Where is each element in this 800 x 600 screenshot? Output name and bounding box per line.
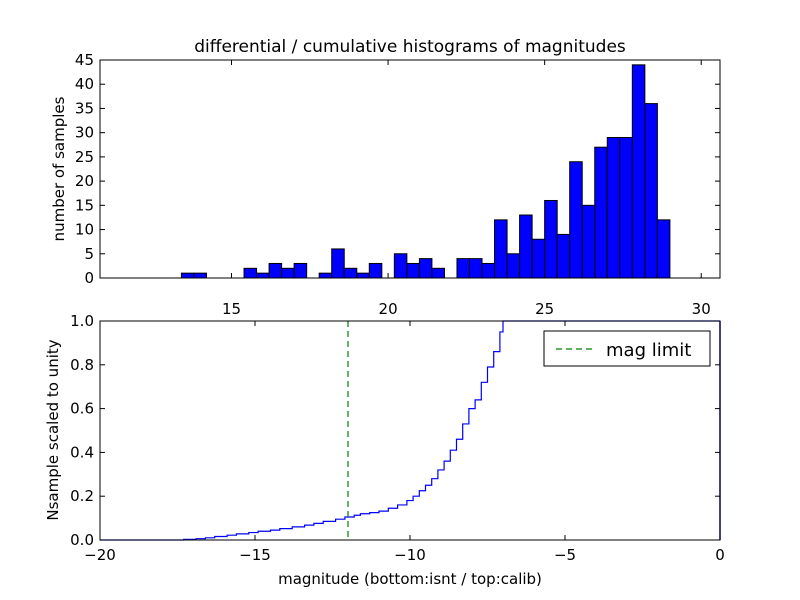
- histogram-y-tick-label: 40: [75, 75, 94, 93]
- histogram-bar: [519, 214, 533, 279]
- cumulative-y-tick-label: 0.6: [70, 400, 94, 418]
- histogram-y-tick-label: 35: [75, 99, 94, 117]
- histogram-bar: [293, 262, 308, 279]
- histogram-bar: [644, 103, 658, 279]
- histogram-bar: [569, 161, 583, 279]
- histogram-y-tick-label: 10: [75, 221, 94, 239]
- histogram-bar: [393, 253, 408, 279]
- histogram-bar: [506, 253, 521, 279]
- histogram-bar: [619, 137, 633, 279]
- histogram-ticks: 15 20 25 30 0 5 10 15 20 25 30 35 40 45: [75, 51, 720, 318]
- histogram-bar: [656, 219, 671, 279]
- histogram-bar: [468, 258, 483, 279]
- histogram-bar: [418, 258, 433, 279]
- histogram-bar: [494, 219, 508, 279]
- histogram-bar: [331, 248, 345, 279]
- cumulative-y-tick-label: 0.2: [70, 487, 94, 505]
- histogram-bar: [193, 272, 207, 279]
- histogram-bar: [631, 64, 646, 279]
- histogram-bar: [556, 233, 571, 279]
- histogram-bar: [318, 272, 333, 279]
- histogram-y-tick-label: 20: [75, 172, 94, 190]
- cumulative-plot-frame: [99, 320, 721, 541]
- histogram-bar: [281, 267, 295, 279]
- histogram-y-axis-label: number of samples: [50, 96, 68, 241]
- cumulative-x-tick-label: −5: [554, 546, 576, 564]
- cumulative-step-line: [100, 320, 720, 541]
- cumulative-x-tick-label: −15: [239, 546, 271, 564]
- histogram-bar: [531, 238, 546, 279]
- cumulative-x-tick-label: 0: [715, 546, 725, 564]
- cumulative-ticks: −20 −15 −10 −5 0 0.0 0.2 0.4 0.6 0.8 1.0: [70, 312, 725, 564]
- cumulative-x-tick-label: −10: [394, 546, 426, 564]
- legend: mag limit: [543, 330, 711, 367]
- histogram-y-tick-label: 30: [75, 124, 94, 142]
- histogram-bar: [406, 262, 420, 279]
- histogram-x-tick-label: 15: [222, 300, 241, 318]
- legend-mag-limit-label: mag limit: [606, 340, 691, 361]
- histogram-bar: [256, 272, 270, 279]
- histogram-x-tick-label: 25: [535, 300, 554, 318]
- histogram-bar: [606, 137, 621, 279]
- histogram-bar: [581, 204, 596, 279]
- histogram-bar: [431, 267, 445, 279]
- histogram-bar: [268, 262, 283, 279]
- histogram-panel: differential / cumulative histograms of …: [50, 37, 721, 318]
- histogram-bar: [343, 267, 358, 279]
- histogram-y-tick-label: 0: [84, 269, 94, 287]
- cumulative-y-tick-label: 0.8: [70, 356, 94, 374]
- cumulative-x-axis-label: magnitude (bottom:isnt / top:calib): [278, 570, 542, 588]
- histogram-y-tick-label: 45: [75, 51, 94, 69]
- cumulative-x-tick-label: −20: [84, 546, 116, 564]
- cumulative-y-axis-label: Nsample scaled to unity: [44, 339, 62, 520]
- histogram-bar: [243, 267, 258, 279]
- histogram-y-tick-label: 5: [84, 245, 94, 263]
- cumulative-panel: Nsample scaled to unity magnitude (botto…: [44, 312, 725, 588]
- histogram-bar: [180, 272, 195, 279]
- histogram-y-tick-label: 15: [75, 196, 94, 214]
- histogram-y-tick-label: 25: [75, 148, 94, 166]
- cumulative-y-tick-label: 1.0: [70, 312, 94, 330]
- histogram-title: differential / cumulative histograms of …: [194, 37, 626, 57]
- histogram-bar: [594, 146, 608, 279]
- histogram-bar: [544, 199, 558, 279]
- histogram-bar: [481, 262, 496, 279]
- histogram-bar: [368, 262, 383, 279]
- histogram-bar: [456, 258, 470, 279]
- cumulative-y-tick-label: 0.4: [70, 443, 94, 461]
- cumulative-y-tick-label: 0.0: [70, 531, 94, 549]
- histogram-bar: [356, 272, 370, 279]
- histogram-x-tick-label: 30: [692, 300, 711, 318]
- histogram-bars: [180, 64, 671, 279]
- histogram-plot-frame: [99, 59, 721, 279]
- histogram-x-tick-label: 20: [379, 300, 398, 318]
